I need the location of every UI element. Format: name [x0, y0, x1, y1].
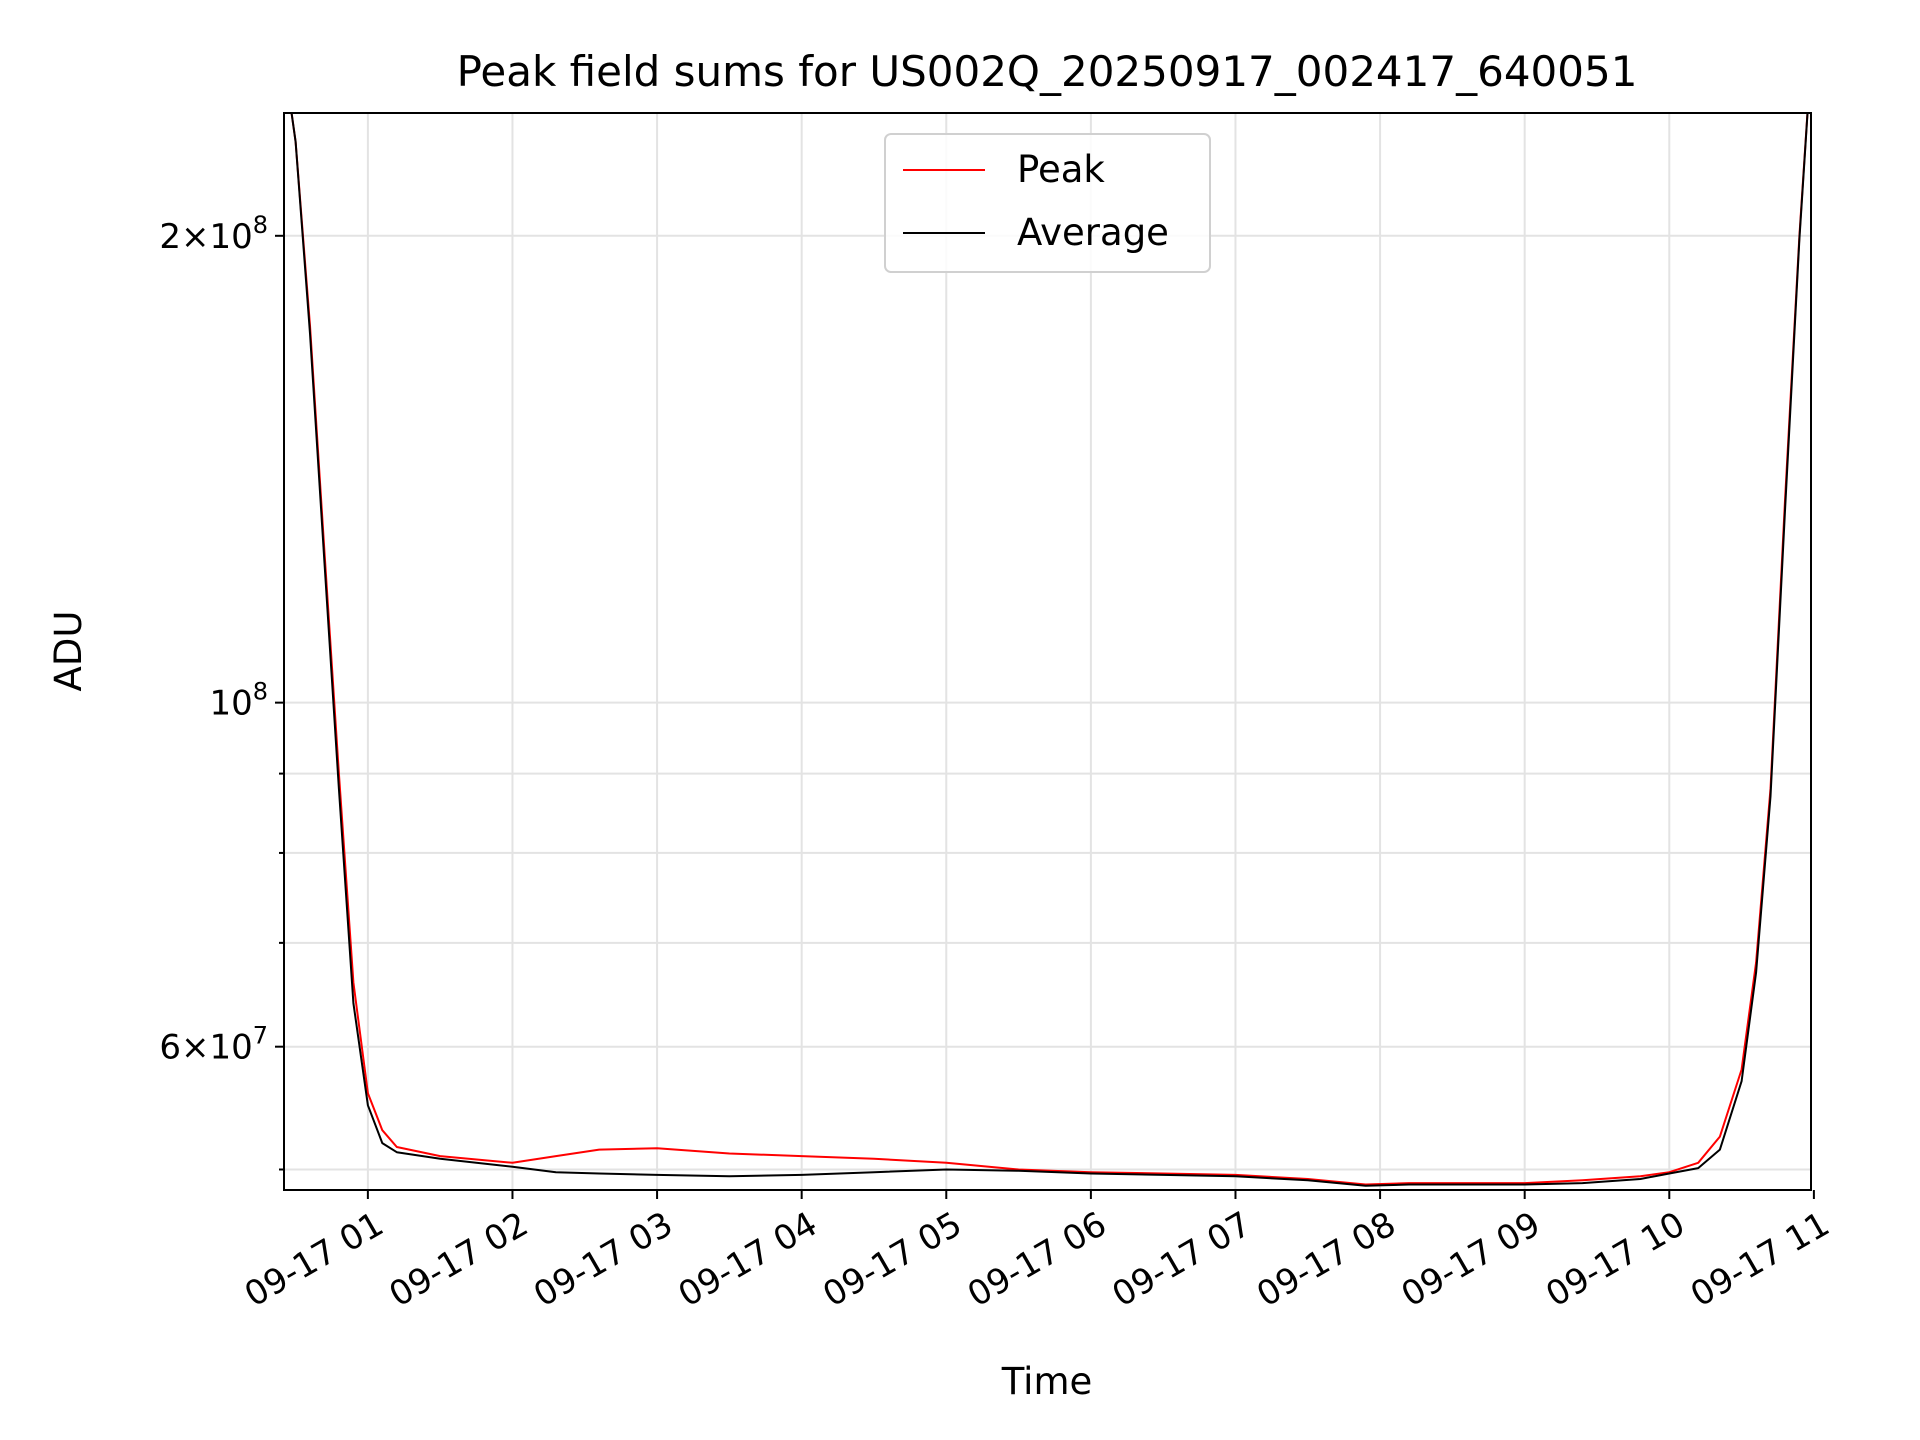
series-line-peak [290, 113, 1809, 1186]
plot-area [283, 112, 1812, 1191]
legend-box [884, 133, 1211, 273]
y-axis-label: ADU [47, 611, 90, 692]
y-tick-label: 2×108 [159, 211, 268, 257]
series-lines [290, 113, 1809, 1187]
legend: Peak Average [884, 133, 1211, 273]
legend-label-average: Average [1017, 211, 1169, 254]
y-tick-label: 108 [209, 678, 268, 724]
chart-title: Peak field sums for US002Q_20250917_0024… [457, 47, 1638, 96]
y-tick-label: 6×107 [159, 1022, 268, 1068]
grid [284, 113, 1811, 1190]
legend-label-peak: Peak [1017, 148, 1105, 191]
series-line-average [290, 113, 1809, 1187]
x-axis-label: Time [1001, 1360, 1093, 1403]
